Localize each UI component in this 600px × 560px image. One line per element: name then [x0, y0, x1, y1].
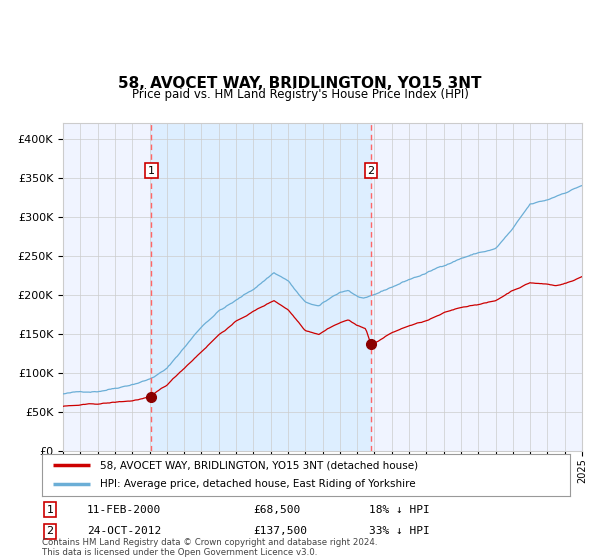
Text: £68,500: £68,500: [253, 505, 301, 515]
Text: 11-FEB-2000: 11-FEB-2000: [87, 505, 161, 515]
Text: £137,500: £137,500: [253, 526, 307, 536]
Text: 1: 1: [148, 166, 155, 176]
Text: Contains HM Land Registry data © Crown copyright and database right 2024.
This d: Contains HM Land Registry data © Crown c…: [42, 538, 377, 557]
Text: 1: 1: [46, 505, 53, 515]
Text: 24-OCT-2012: 24-OCT-2012: [87, 526, 161, 536]
Text: 2: 2: [46, 526, 53, 536]
Text: HPI: Average price, detached house, East Riding of Yorkshire: HPI: Average price, detached house, East…: [100, 479, 416, 489]
Text: 18% ↓ HPI: 18% ↓ HPI: [370, 505, 430, 515]
Text: 33% ↓ HPI: 33% ↓ HPI: [370, 526, 430, 536]
Bar: [151, 123, 371, 451]
Text: Price paid vs. HM Land Registry's House Price Index (HPI): Price paid vs. HM Land Registry's House …: [131, 88, 469, 101]
Text: 58, AVOCET WAY, BRIDLINGTON, YO15 3NT: 58, AVOCET WAY, BRIDLINGTON, YO15 3NT: [118, 76, 482, 91]
Text: 58, AVOCET WAY, BRIDLINGTON, YO15 3NT (detached house): 58, AVOCET WAY, BRIDLINGTON, YO15 3NT (d…: [100, 460, 418, 470]
Text: 2: 2: [368, 166, 374, 176]
